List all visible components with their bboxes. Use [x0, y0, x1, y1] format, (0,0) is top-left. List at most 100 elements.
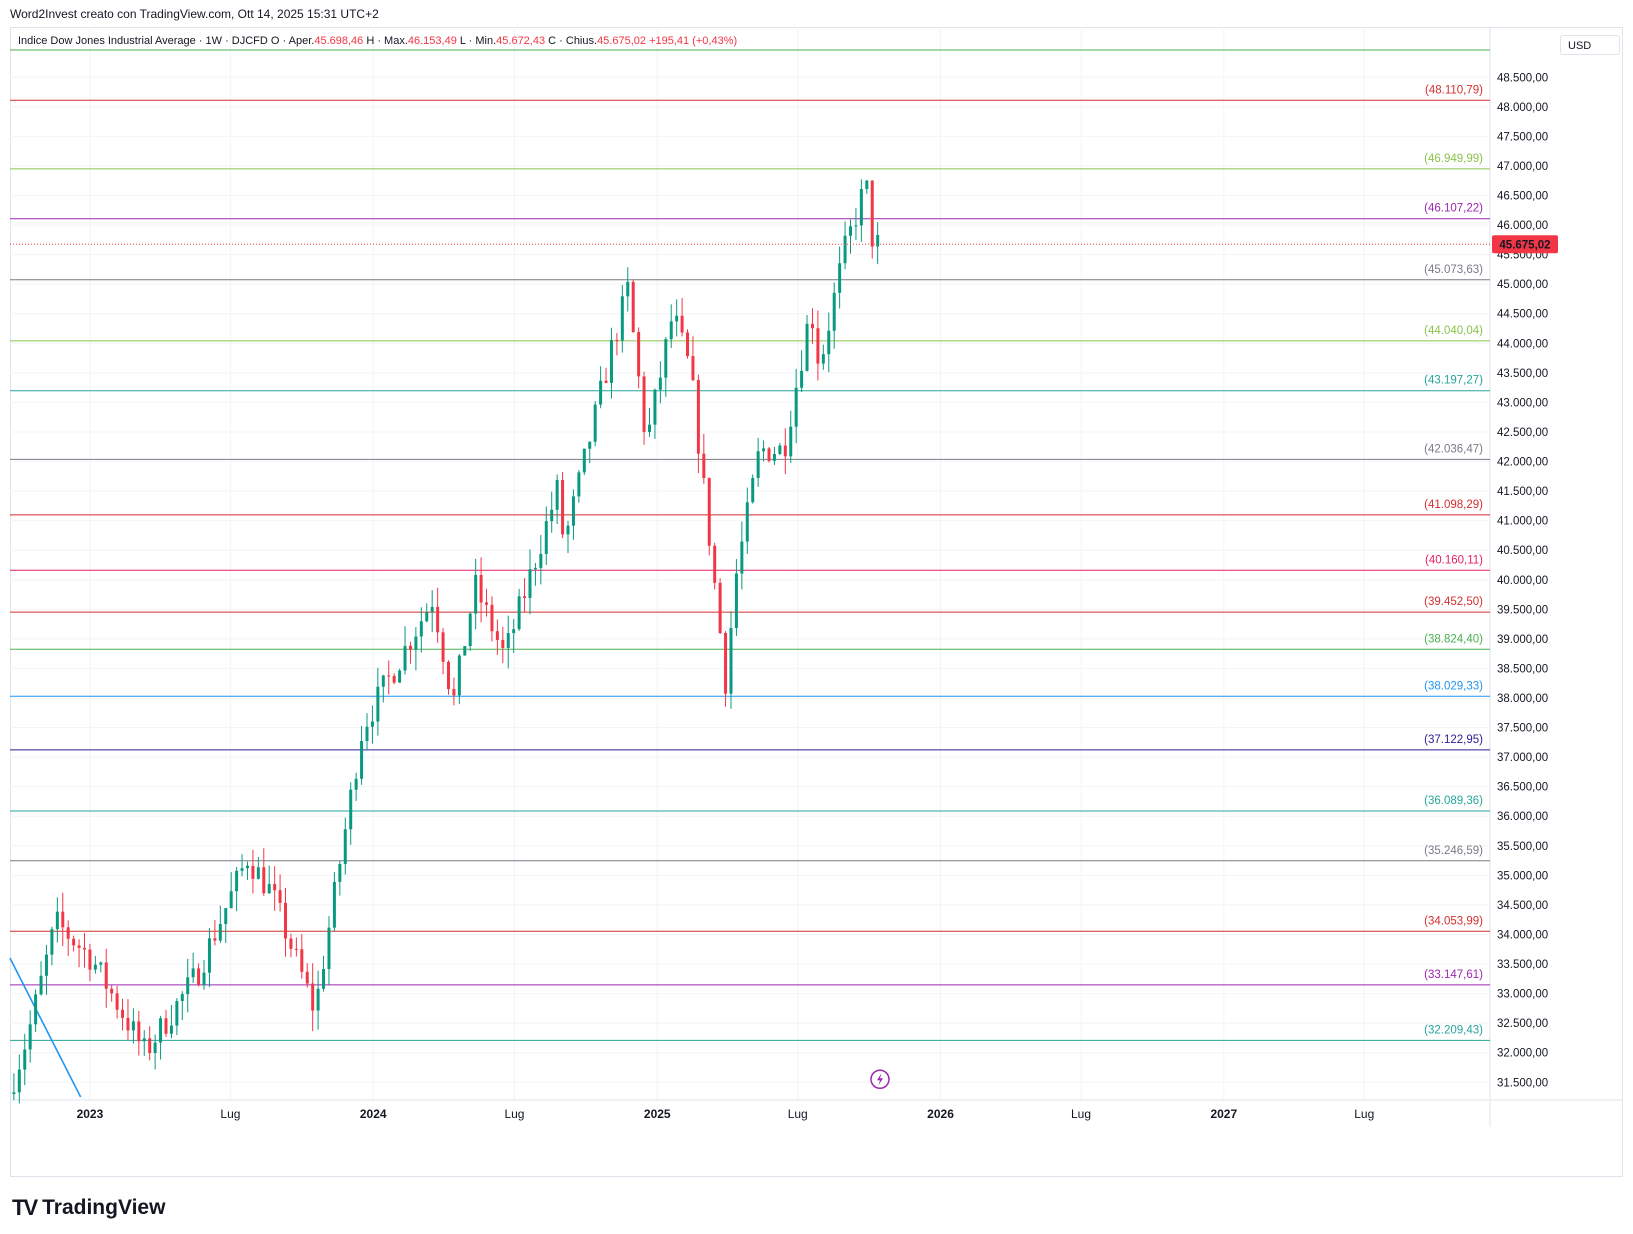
- candle[interactable]: [305, 963, 309, 988]
- candle[interactable]: [88, 943, 92, 982]
- candle[interactable]: [436, 587, 440, 643]
- candle[interactable]: [256, 856, 260, 880]
- candle[interactable]: [224, 908, 228, 943]
- candle[interactable]: [713, 542, 717, 590]
- candle[interactable]: [159, 1015, 163, 1060]
- candle[interactable]: [631, 279, 635, 333]
- candle[interactable]: [696, 374, 700, 474]
- candle[interactable]: [854, 207, 858, 240]
- candle[interactable]: [664, 336, 668, 397]
- candle[interactable]: [398, 668, 402, 683]
- candle[interactable]: [615, 333, 619, 356]
- candle[interactable]: [561, 471, 565, 539]
- candle[interactable]: [278, 874, 282, 912]
- candle[interactable]: [810, 308, 814, 344]
- candle[interactable]: [55, 897, 59, 943]
- candle[interactable]: [827, 312, 831, 373]
- candle[interactable]: [99, 961, 103, 973]
- candle[interactable]: [876, 222, 880, 265]
- candle[interactable]: [240, 854, 244, 877]
- candle[interactable]: [446, 660, 450, 695]
- candle[interactable]: [376, 667, 380, 736]
- last-price-tag[interactable]: [1492, 235, 1558, 254]
- candle[interactable]: [620, 284, 624, 353]
- candle[interactable]: [577, 469, 581, 503]
- candle[interactable]: [77, 939, 81, 968]
- candle[interactable]: [533, 562, 537, 586]
- candle[interactable]: [637, 327, 641, 389]
- candle[interactable]: [495, 619, 499, 655]
- trend-line[interactable]: [9, 957, 82, 1098]
- candle[interactable]: [745, 487, 749, 555]
- candle[interactable]: [408, 641, 412, 664]
- candle[interactable]: [229, 872, 233, 909]
- candle[interactable]: [284, 887, 288, 957]
- candle[interactable]: [539, 534, 543, 585]
- candle[interactable]: [691, 336, 695, 382]
- candle[interactable]: [131, 1008, 135, 1044]
- candle[interactable]: [506, 615, 510, 669]
- candle[interactable]: [191, 952, 195, 983]
- candle[interactable]: [153, 1034, 157, 1070]
- candle[interactable]: [262, 848, 266, 896]
- tradingview-logo[interactable]: TV TradingView: [12, 1195, 165, 1221]
- candle[interactable]: [34, 989, 38, 1033]
- candle[interactable]: [734, 559, 738, 637]
- candle[interactable]: [843, 221, 847, 270]
- candle[interactable]: [490, 596, 494, 642]
- candle[interactable]: [83, 932, 86, 968]
- candle[interactable]: [794, 368, 798, 444]
- candle[interactable]: [251, 849, 255, 894]
- candle[interactable]: [452, 677, 456, 706]
- candle[interactable]: [311, 963, 315, 1032]
- candle[interactable]: [381, 674, 385, 703]
- candle[interactable]: [17, 1054, 21, 1104]
- candle[interactable]: [235, 866, 239, 912]
- candle[interactable]: [772, 446, 776, 466]
- candle[interactable]: [430, 590, 434, 633]
- candle[interactable]: [186, 958, 190, 1013]
- candle[interactable]: [756, 437, 760, 487]
- candle[interactable]: [115, 985, 119, 1019]
- candle[interactable]: [213, 920, 217, 946]
- candle[interactable]: [686, 329, 690, 359]
- candle[interactable]: [354, 772, 358, 801]
- candle[interactable]: [778, 442, 782, 456]
- currency-selector[interactable]: USD: [1560, 35, 1620, 55]
- candle[interactable]: [267, 865, 271, 894]
- candle[interactable]: [349, 782, 353, 845]
- candle[interactable]: [93, 955, 97, 974]
- candle[interactable]: [517, 588, 521, 631]
- candle[interactable]: [588, 441, 592, 464]
- candle[interactable]: [544, 506, 548, 565]
- candle[interactable]: [468, 611, 472, 651]
- candle[interactable]: [322, 955, 326, 992]
- candle[interactable]: [751, 474, 755, 504]
- candle[interactable]: [414, 627, 418, 671]
- candle[interactable]: [50, 926, 54, 966]
- candle[interactable]: [28, 1010, 32, 1063]
- candle[interactable]: [609, 327, 613, 399]
- candle[interactable]: [762, 440, 766, 462]
- candle[interactable]: [767, 447, 771, 463]
- candle[interactable]: [724, 631, 728, 707]
- candle[interactable]: [800, 350, 804, 392]
- candle[interactable]: [566, 520, 570, 554]
- candle[interactable]: [658, 361, 662, 404]
- candle[interactable]: [110, 985, 114, 1002]
- candle[interactable]: [783, 428, 787, 475]
- candle[interactable]: [849, 219, 852, 254]
- candle[interactable]: [387, 660, 391, 695]
- candle[interactable]: [44, 944, 48, 995]
- candle[interactable]: [485, 588, 489, 617]
- candle[interactable]: [501, 626, 505, 664]
- candle[interactable]: [180, 991, 184, 1021]
- candle[interactable]: [729, 611, 733, 709]
- candle[interactable]: [207, 928, 211, 987]
- candle[interactable]: [821, 344, 825, 370]
- candle[interactable]: [457, 653, 461, 704]
- candle[interactable]: [121, 998, 125, 1031]
- candle[interactable]: [626, 267, 630, 312]
- candle[interactable]: [642, 371, 646, 445]
